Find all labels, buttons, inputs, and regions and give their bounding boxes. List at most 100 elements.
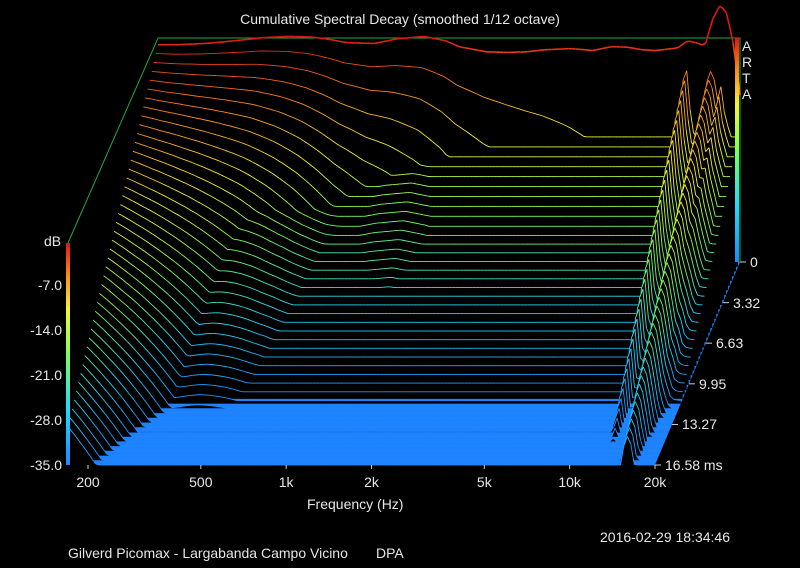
decay-slice-segment [235, 315, 240, 318]
decay-slice-segment [152, 179, 157, 182]
decay-slice-segment [644, 279, 649, 319]
decay-slice-segment [142, 261, 147, 265]
decay-slice-segment [194, 117, 199, 119]
decay-slice-segment [223, 246, 228, 250]
decay-slice-segment [691, 174, 697, 196]
decay-slice-segment [211, 121, 216, 123]
decay-slice-segment [296, 253, 301, 257]
decay-slice-segment [285, 81, 289, 84]
decay-slice-segment [128, 307, 133, 312]
decay-slice-segment [229, 292, 234, 295]
decay-slice-segment [678, 90, 684, 100]
decay-slice-segment [157, 90, 162, 92]
decay-slice-segment [245, 230, 250, 233]
decay-slice-segment [210, 235, 215, 240]
decay-slice-segment [177, 226, 182, 230]
decay-slice-segment [202, 130, 207, 133]
decay-slice-segment [366, 223, 371, 226]
decay-slice-segment [443, 75, 448, 79]
decay-slice-segment [127, 294, 132, 299]
decay-slice-segment [351, 63, 355, 65]
decay-slice-segment [323, 56, 328, 59]
decay-slice-segment [205, 119, 209, 122]
decay-slice-segment [287, 66, 291, 68]
decay-slice-segment [190, 235, 195, 239]
decay-slice-segment [227, 355, 232, 358]
decay-slice-segment [686, 158, 692, 168]
decay-slice-segment [130, 241, 135, 245]
decay-slice-segment [150, 243, 155, 247]
decay-slice-segment [193, 139, 198, 142]
decay-slice-segment [153, 108, 158, 111]
decay-slice-segment [431, 37, 436, 40]
decay-slice-segment [422, 67, 427, 70]
decay-slice-segment [147, 313, 153, 318]
decay-slice-segment [505, 104, 509, 107]
decay-slice-segment [316, 149, 321, 153]
decay-slice-segment [191, 210, 196, 214]
decay-slice-segment [690, 272, 695, 287]
decay-slice-segment [179, 103, 184, 106]
decay-slice-segment [673, 290, 678, 311]
decay-slice-segment [136, 133, 141, 135]
decay-slice-segment [276, 142, 281, 146]
decay-slice-segment [185, 244, 190, 248]
decay-slice-segment [293, 152, 298, 156]
decay-slice-segment [297, 68, 302, 70]
decay-slice-segment [221, 215, 226, 219]
decay-slice-segment [154, 118, 159, 121]
decay-slice-segment [119, 224, 124, 227]
decay-slice-segment [381, 184, 386, 187]
decay-slice-segment [185, 284, 191, 289]
decay-slice-segment [166, 185, 171, 188]
decay-slice-segment [648, 239, 654, 249]
decay-slice-segment [252, 266, 257, 269]
decay-slice-segment [270, 306, 275, 309]
decay-slice-segment [411, 221, 415, 224]
decay-slice-segment [161, 90, 165, 93]
decay-slice-segment [137, 193, 142, 196]
decay-slice-segment [240, 327, 245, 330]
decay-slice-segment [229, 345, 234, 348]
decay-slice-segment [676, 120, 681, 160]
decay-slice-segment [183, 104, 187, 106]
decay-slice-segment [175, 123, 180, 126]
decay-slice-segment [267, 186, 272, 190]
decay-slice-segment [691, 212, 696, 220]
decay-slice-segment [266, 138, 271, 141]
decay-slice-segment [398, 121, 402, 124]
decay-slice-segment [263, 214, 267, 217]
decay-slice-segment [411, 127, 416, 130]
decay-slice-segment [297, 285, 302, 288]
decay-slice-segment [153, 211, 158, 215]
decay-slice-segment [682, 192, 687, 202]
decay-slice-segment [383, 40, 388, 43]
decay-slice-segment [161, 172, 166, 175]
decay-slice-segment [176, 103, 180, 105]
decay-slice-segment [368, 214, 373, 216]
decay-slice-segment [314, 167, 319, 172]
decay-slice-segment [317, 170, 322, 175]
decay-slice-segment [311, 36, 316, 39]
decay-slice-segment [689, 183, 695, 204]
decay-slice-segment [126, 260, 131, 265]
decay-slice-segment [329, 97, 334, 101]
decay-slice-segment [184, 170, 188, 173]
decay-slice-segment [195, 321, 200, 325]
decay-slice-segment [277, 111, 282, 114]
decay-slice-segment [377, 203, 382, 206]
decay-slice-segment [345, 194, 350, 197]
decay-slice-segment [654, 229, 659, 269]
decay-slice-segment [315, 219, 320, 223]
decay-slice-segment [269, 295, 274, 298]
decay-slice-segment [630, 46, 635, 50]
decay-slice-segment [711, 201, 716, 217]
decay-slice-segment [274, 231, 279, 235]
decay-slice-segment [149, 177, 153, 180]
decay-slice-segment [704, 79, 710, 90]
decay-slice-segment [338, 81, 343, 84]
decay-slice-segment [709, 242, 713, 245]
decay-slice-segment [299, 275, 304, 279]
decay-slice-segment [219, 135, 224, 138]
decay-slice-segment [361, 134, 366, 138]
